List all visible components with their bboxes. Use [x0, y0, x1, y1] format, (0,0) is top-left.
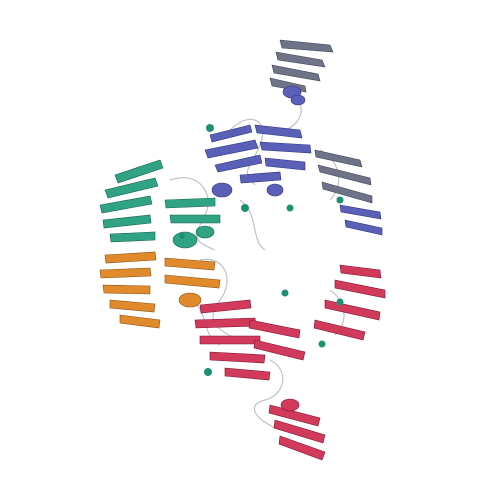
chain-slate-top	[269, 39, 334, 93]
chain-blue-top-helix	[282, 85, 306, 106]
ion-spheres	[179, 124, 344, 376]
chain-teal-left	[99, 159, 221, 249]
chain-red-lower	[194, 264, 386, 461]
chain-blue-upper	[204, 124, 312, 198]
chain-slate-right	[314, 149, 373, 204]
chain-orange-left	[99, 251, 221, 329]
chain-blue-right	[339, 204, 383, 236]
